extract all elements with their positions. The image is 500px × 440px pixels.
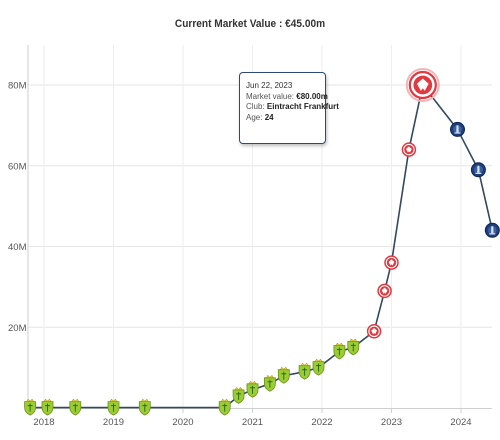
- data-point-eintracht-crest: [366, 324, 382, 339]
- data-point-green-crest: [263, 374, 276, 392]
- value-tooltip: Jun 22, 2023 Market value: €80.00m Club:…: [239, 72, 339, 144]
- x-tick-label: 2024: [450, 417, 471, 428]
- data-point-green-crest: [232, 386, 245, 404]
- data-point-green-crest: [298, 362, 311, 380]
- y-tick-label: 20M: [8, 323, 27, 334]
- tooltip-club: Eintracht Frankfurt: [266, 102, 339, 111]
- x-tick-label: 2022: [311, 417, 332, 428]
- data-point-green-crest: [138, 398, 151, 416]
- data-point-eintracht-crest: [405, 68, 440, 102]
- tooltip-age: 24: [264, 112, 274, 122]
- data-point-green-crest: [41, 398, 54, 416]
- data-point-green-crest: [107, 398, 120, 416]
- x-tick-label: 2020: [172, 417, 193, 428]
- tooltip-market-value-row: Market value: €80.00m: [246, 91, 328, 103]
- y-tick-label: 80M: [8, 81, 27, 92]
- y-tick-label: 40M: [8, 242, 27, 253]
- data-point-green-crest: [277, 366, 290, 384]
- tooltip-club-row: Club: Eintracht Frankfurt: [246, 102, 339, 113]
- data-point-eintracht-crest: [384, 255, 399, 270]
- x-tick-label: 2018: [33, 417, 54, 428]
- data-point-green-crest: [246, 380, 259, 398]
- tooltip-age-label: Age:: [246, 112, 263, 122]
- y-tick-label: 60M: [8, 161, 27, 172]
- market-value-line: [30, 83, 494, 409]
- data-point-psg-crest: [450, 121, 465, 137]
- data-point-green-crest: [24, 398, 37, 416]
- data-point-green-crest: [347, 338, 360, 356]
- data-point-green-crest: [69, 398, 82, 416]
- tooltip-age-row: Age: 24: [246, 113, 325, 124]
- tooltip-market-value: €80.00m: [296, 91, 328, 101]
- x-tick-label: 2023: [381, 417, 402, 428]
- data-point-green-crest: [333, 342, 346, 360]
- marker-layer: [24, 68, 500, 416]
- axis-layer: 20M 40M 60M 80M 2018 2019 2020 2021 2022 2023 2024: [8, 45, 492, 428]
- data-point-psg-crest: [484, 222, 500, 238]
- x-tick-label: 2021: [242, 417, 263, 428]
- tooltip-date: Jun 22, 2023: [246, 81, 293, 90]
- tooltip-club-label: Club:: [246, 102, 265, 111]
- data-point-eintracht-crest: [377, 283, 392, 299]
- line-layer: [30, 83, 494, 409]
- data-point-green-crest: [218, 398, 231, 416]
- x-tick-label: 2019: [103, 417, 124, 428]
- data-point-green-crest: [312, 358, 325, 376]
- data-point-eintracht-crest: [401, 142, 417, 157]
- tooltip-market-value-label: Market value:: [246, 91, 295, 101]
- chart-title: Current Market Value : €45.00m: [174, 18, 326, 30]
- data-point-psg-crest: [470, 162, 486, 178]
